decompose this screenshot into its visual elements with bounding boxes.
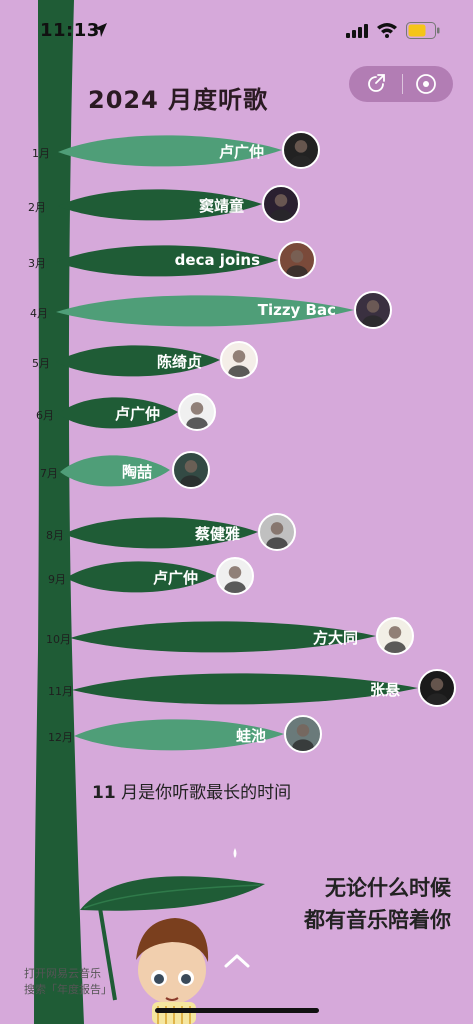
leaf-bar — [56, 295, 354, 327]
footnote: 打开网易云音乐 搜索「年度报告」 — [24, 966, 112, 998]
leaf-bar — [58, 397, 178, 429]
chevron-up-icon[interactable] — [222, 950, 252, 970]
artist-name: 方大同 — [312, 629, 358, 647]
month-label: 8月 — [46, 529, 64, 542]
slogan-line1: 无论什么时候 — [325, 876, 451, 900]
leaf-bar — [60, 455, 170, 487]
cellular-signal-icon — [346, 24, 368, 38]
artist-avatar[interactable] — [282, 131, 320, 169]
leaf-bar — [74, 719, 284, 751]
artist-avatar[interactable] — [262, 185, 300, 223]
artist-name: 张悬 — [369, 681, 400, 699]
leaf-bar — [72, 673, 418, 705]
artist-avatar[interactable] — [258, 513, 296, 551]
month-label: 11月 — [48, 685, 73, 698]
artist-avatar[interactable] — [418, 669, 456, 707]
artist-name: 卢广仲 — [218, 143, 264, 161]
location-arrow-icon — [93, 23, 107, 37]
month-label: 4月 — [30, 307, 48, 320]
plant-stem — [34, 0, 84, 1024]
artist-avatar[interactable] — [220, 341, 258, 379]
footnote-line2: 搜索「年度报告」 — [24, 983, 112, 996]
artist-avatar[interactable] — [178, 393, 216, 431]
month-label: 12月 — [48, 731, 73, 744]
leaf-bar — [58, 135, 282, 167]
wifi-icon — [377, 23, 397, 38]
water-drop-icon — [233, 848, 237, 858]
leaf-bar — [56, 245, 278, 277]
artist-name: Tizzy Bac — [257, 301, 336, 319]
leaf-bar — [64, 517, 258, 549]
slogan: 无论什么时候 都有音乐陪着你 — [304, 872, 451, 936]
artist-avatar[interactable] — [284, 715, 322, 753]
artist-avatar[interactable] — [216, 557, 254, 595]
artist-avatar[interactable] — [376, 617, 414, 655]
artist-avatar[interactable] — [354, 291, 392, 329]
artist-avatar[interactable] — [278, 241, 316, 279]
artist-name: 陈绮贞 — [156, 353, 202, 371]
month-label: 9月 — [48, 573, 66, 586]
character-illustration — [80, 876, 265, 1024]
leaf-bar — [66, 561, 216, 593]
home-indicator — [155, 1008, 319, 1013]
leaf-bar — [70, 621, 376, 653]
month-label: 3月 — [28, 257, 46, 270]
month-label: 10月 — [46, 633, 71, 646]
close-target-icon[interactable] — [414, 72, 438, 96]
battery-icon — [406, 22, 440, 39]
slogan-line2: 都有音乐陪着你 — [304, 908, 451, 932]
month-label: 6月 — [36, 409, 54, 422]
leaf-bar — [58, 189, 262, 221]
month-label: 1月 — [32, 147, 50, 160]
status-time: 11:13 — [40, 20, 100, 41]
month-label: 2月 — [28, 201, 46, 214]
month-label: 5月 — [32, 357, 50, 370]
page-title: 2024 月度听歌 — [88, 86, 269, 114]
footnote-line1: 打开网易云音乐 — [24, 967, 101, 980]
artist-name: 蛙池 — [235, 727, 266, 745]
artist-name: 陶喆 — [121, 463, 152, 481]
artist-name: 窦靖童 — [198, 197, 244, 215]
artist-name: 卢广仲 — [114, 405, 160, 423]
artist-avatar[interactable] — [172, 451, 210, 489]
share-icon[interactable] — [364, 72, 388, 96]
month-label: 7月 — [40, 467, 58, 480]
artist-name: 蔡健雅 — [194, 525, 240, 543]
artist-name: deca joins — [174, 251, 260, 269]
artist-name: 卢广仲 — [152, 569, 198, 587]
pill-divider — [402, 74, 403, 94]
summary-text: 11 月是你听歌最长的时间 — [92, 783, 292, 803]
leaf-bar — [56, 345, 220, 377]
